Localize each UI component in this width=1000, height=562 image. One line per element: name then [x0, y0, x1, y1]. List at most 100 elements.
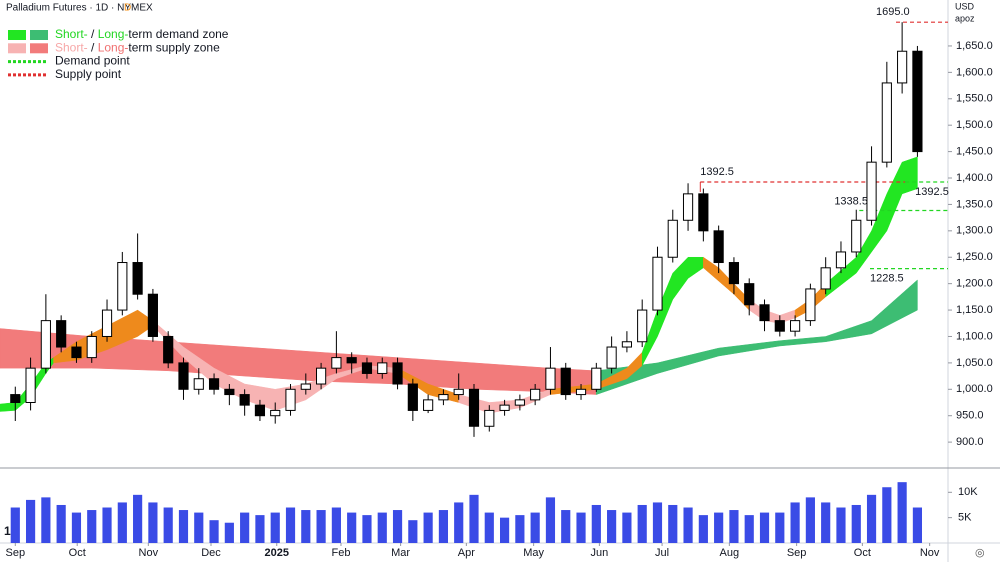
candle-body [484, 409, 495, 427]
volume-bar [851, 504, 861, 543]
candle-body [698, 193, 709, 232]
candle-body [254, 404, 266, 417]
candle-body [423, 399, 434, 411]
volume-bar [71, 512, 82, 543]
y-tick-label: 1,550.0 [956, 93, 993, 105]
candle-body [560, 367, 571, 396]
legend-part: / [88, 40, 98, 54]
volume-bar [714, 512, 724, 543]
y-tick-label: 1,650.0 [956, 40, 993, 52]
candle-body [10, 394, 21, 404]
candle-body [361, 362, 373, 374]
candle-body [239, 394, 250, 406]
scale-mode: apoz [955, 13, 975, 23]
volume-bar [591, 504, 601, 543]
point-label: 1695.0 [876, 6, 910, 18]
candle-body [530, 388, 541, 401]
candle-body [652, 256, 663, 311]
chart-title: Palladium Futures · 1D · NYMEX [6, 3, 153, 14]
volume-bar [683, 507, 693, 543]
candle-body [835, 251, 847, 269]
candle-body [881, 82, 892, 163]
y-tick-label: 1,300.0 [956, 225, 993, 237]
y-tick-label: 950.0 [956, 410, 984, 422]
candle-body [866, 161, 877, 221]
candle-body [621, 341, 632, 348]
candle-body [805, 288, 816, 322]
legend-swatch [30, 30, 48, 40]
volume-bar [652, 502, 663, 543]
volume-bar [576, 512, 586, 543]
zone [825, 156, 918, 298]
legend-part: term supply zone [128, 40, 220, 54]
candle-body [682, 193, 694, 221]
candle-body [438, 394, 449, 401]
volume-bar [744, 515, 754, 543]
volume-bar [133, 494, 143, 543]
candle-body [759, 304, 770, 322]
legend-part: term demand zone [128, 27, 228, 41]
volume-bar [163, 507, 173, 543]
currency: USD [955, 1, 975, 11]
volume-bar [729, 510, 739, 543]
candle-body [728, 262, 740, 285]
candle-body [713, 230, 724, 264]
volume-tick-label: 10K [958, 486, 978, 498]
x-tick-label: Aug [720, 547, 740, 559]
candle-body [514, 399, 525, 406]
volume-tick-label: 5K [958, 512, 972, 524]
volume-bar [87, 510, 97, 543]
candle-body [101, 309, 113, 337]
y-tick-label: 1,600.0 [956, 66, 993, 78]
x-tick-label: Oct [69, 547, 86, 559]
volume-bar [10, 507, 20, 543]
legend-swatch [8, 43, 26, 54]
volume-bar [117, 502, 127, 543]
volume-bar [423, 512, 433, 543]
candle-body [637, 309, 648, 343]
zone [596, 279, 918, 395]
candle-body [117, 262, 128, 311]
volume-bar [836, 507, 846, 543]
candle-body [208, 378, 220, 390]
point-label: 1228.5 [870, 273, 904, 285]
candle-body [71, 346, 82, 359]
zone [641, 256, 704, 366]
x-tick-label: Sep [6, 547, 26, 559]
volume-bar [316, 510, 326, 543]
y-tick-label: 1,050.0 [956, 357, 993, 369]
point-label: 1338.5 [834, 195, 868, 207]
legend-label: Demand point [55, 54, 130, 68]
candle-body [224, 388, 235, 396]
legend-part: Supply point [55, 67, 122, 81]
candle-body [285, 388, 296, 411]
candle-body [407, 383, 418, 411]
x-tick-label: Jul [655, 547, 669, 559]
volume-bar [759, 512, 770, 543]
volume-bar [347, 512, 357, 543]
volume-bar [637, 504, 647, 543]
candle-body [912, 50, 923, 153]
volume-bar [821, 502, 831, 543]
x-tick-label: Nov [139, 547, 159, 559]
y-tick-label: 900.0 [956, 436, 984, 448]
candle-body [897, 50, 908, 84]
volume-bar [392, 510, 403, 543]
volume-bar [866, 494, 877, 543]
settings-icon[interactable]: ◎ [975, 547, 985, 559]
volume-bar [362, 515, 372, 543]
candle-body [270, 409, 281, 417]
candle-body [300, 383, 311, 390]
zone [703, 256, 750, 311]
y-tick-label: 1,450.0 [956, 146, 993, 158]
candle-body [331, 357, 342, 369]
candle-body [40, 320, 51, 369]
legend-part: Short- [55, 40, 88, 54]
x-tick-label: Feb [331, 547, 350, 559]
volume-bar [438, 510, 449, 543]
y-tick-label: 1,500.0 [956, 119, 993, 131]
x-tick-label: May [523, 547, 544, 559]
x-tick-label: Jun [591, 547, 609, 559]
